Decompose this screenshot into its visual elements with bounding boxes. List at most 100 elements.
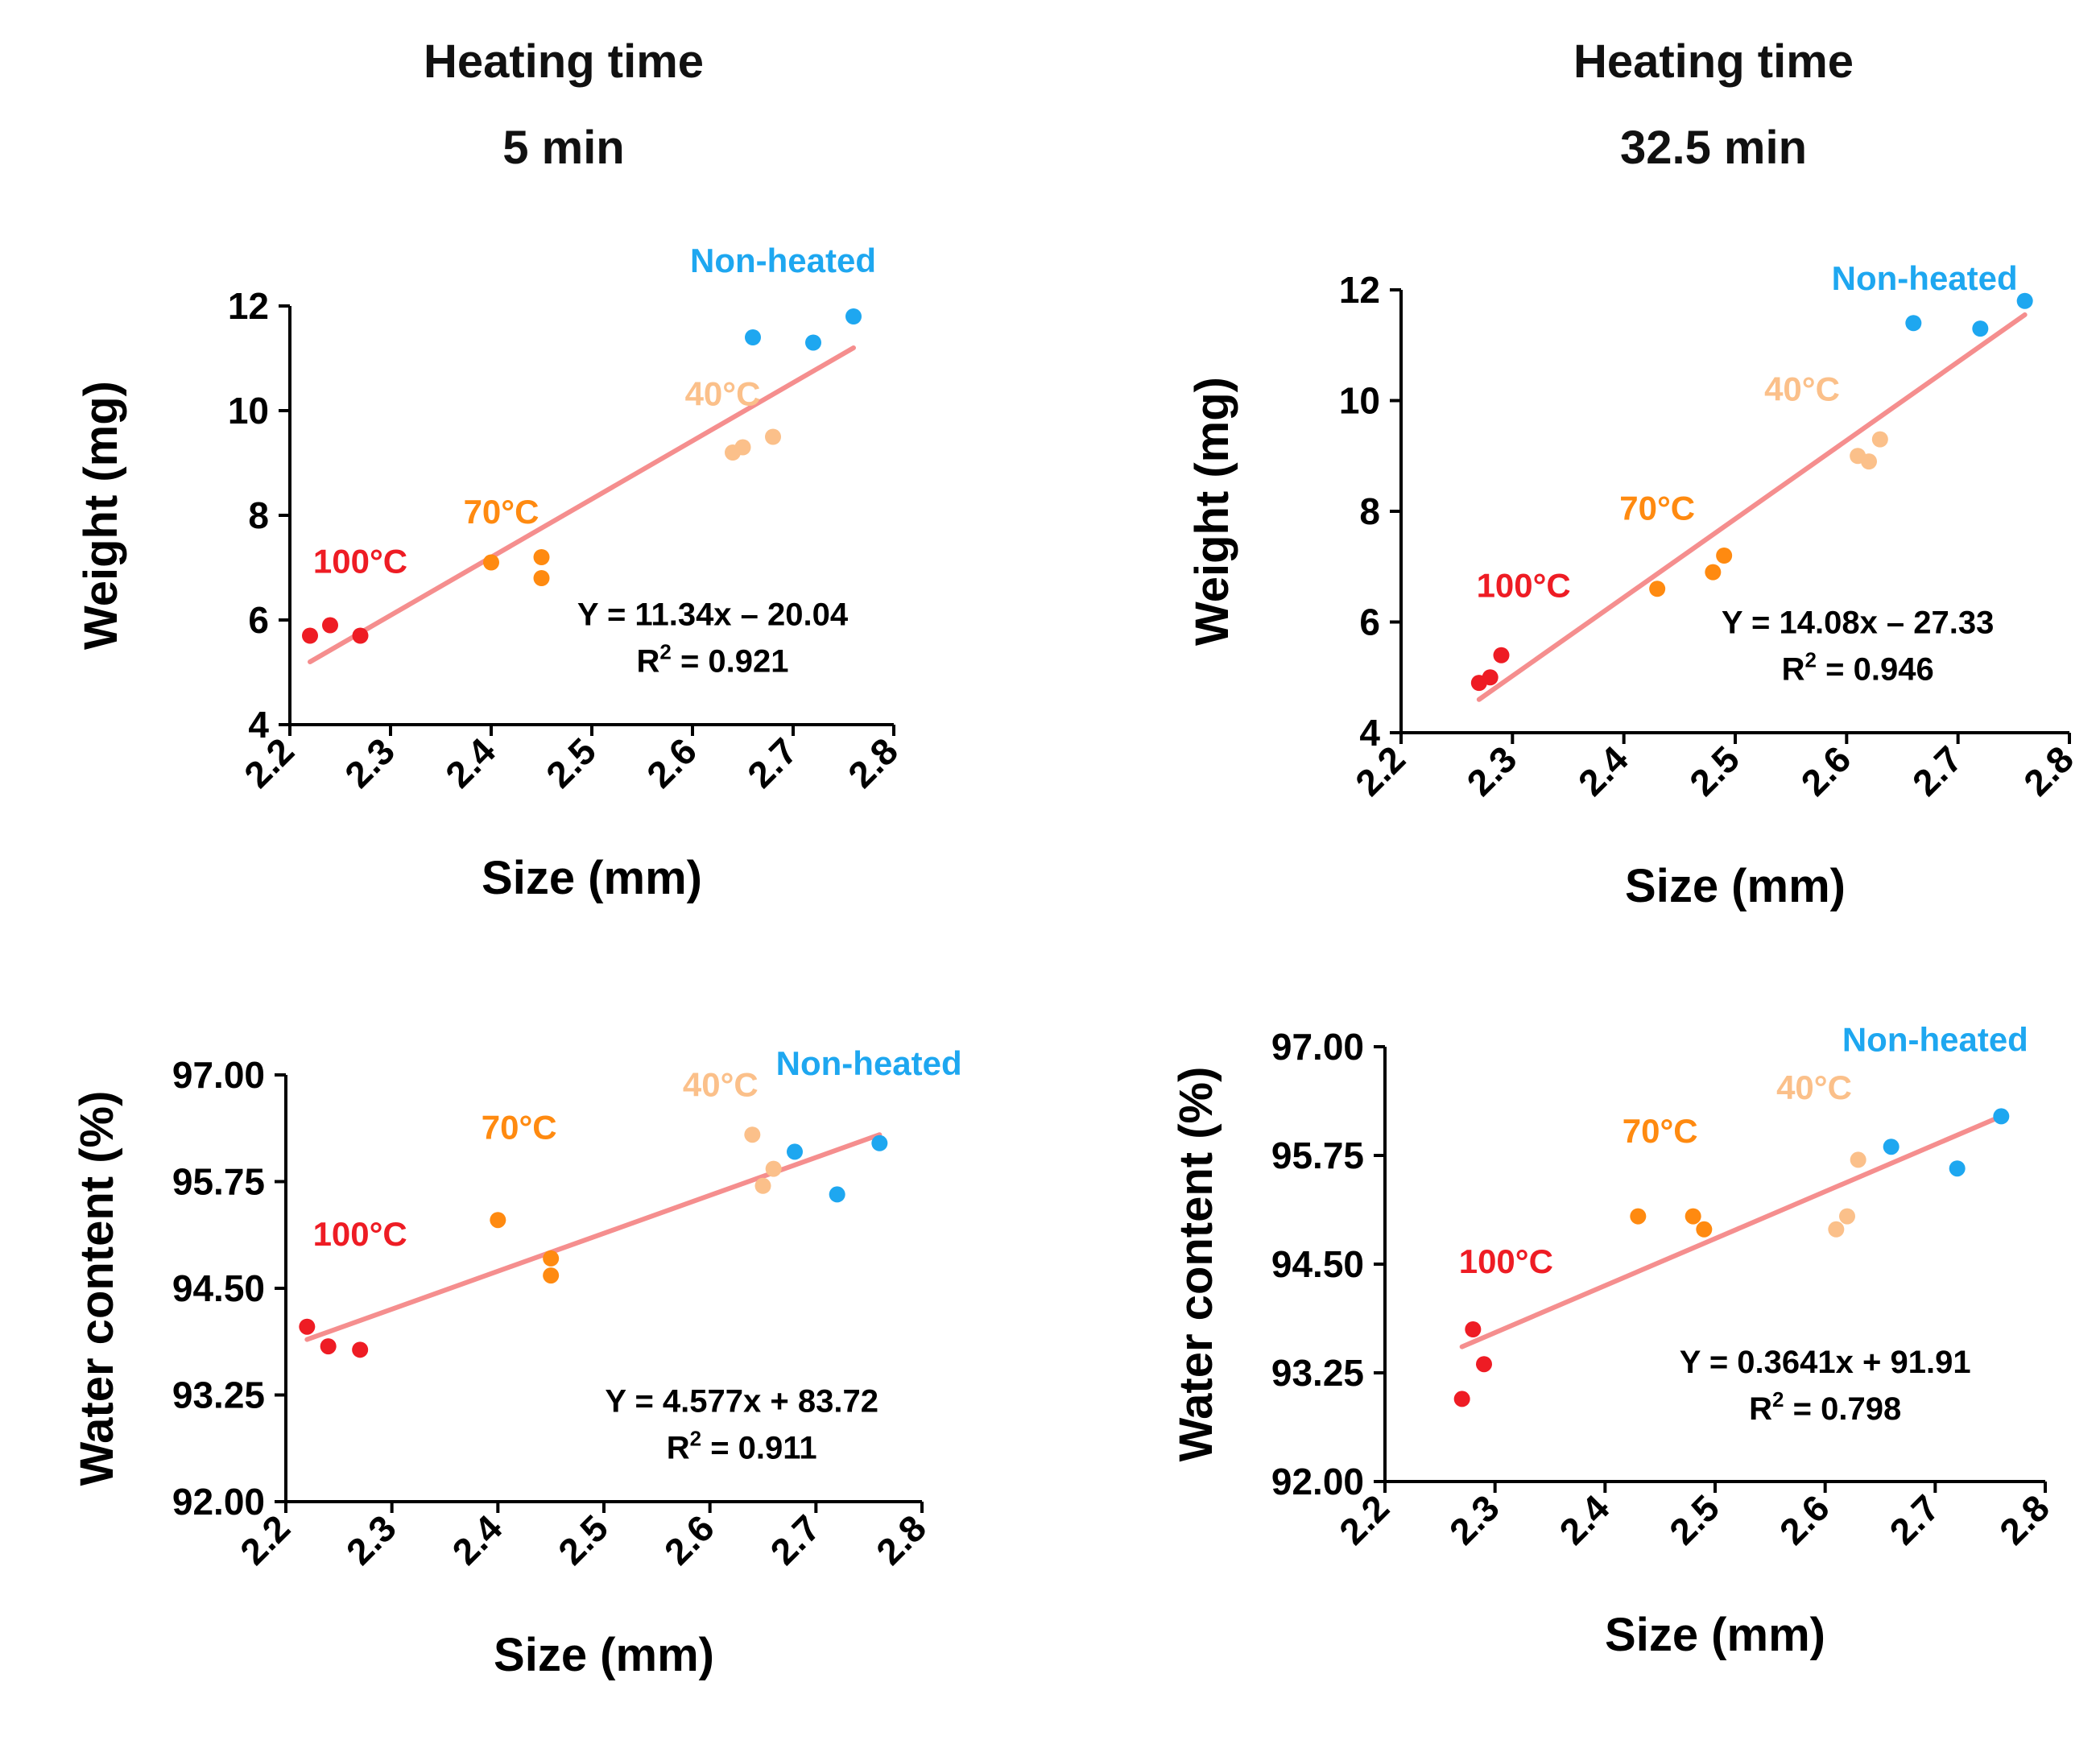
chart1-y-tick-label: 6: [1359, 601, 1380, 643]
column-title-32min-line2: 32.5 min: [1619, 122, 1808, 174]
chart0-point-100c: [322, 617, 338, 634]
chart1-x-axis-title: Size (mm): [1625, 860, 1846, 912]
chart3-x-tick-label: 2.6: [1771, 1486, 1838, 1552]
chart2-y-axis-title: Water content (%): [71, 1091, 123, 1486]
chart3-y-tick-label: 93.25: [1271, 1352, 1364, 1394]
chart1-y-tick-label: 12: [1339, 269, 1380, 311]
chart3-point-non-heated: [1993, 1108, 2010, 1125]
chart1-regression-equation: Y = 14.08x – 27.33: [1722, 605, 1994, 640]
chart1-r-squared-value: = 0.946: [1817, 651, 1934, 687]
chart3-point-70c: [1696, 1221, 1713, 1238]
chart2-r-squared-superscript: 2: [690, 1427, 701, 1451]
chart1-x-tick-label: 2.8: [2015, 738, 2081, 804]
chart2-series-label-70c: 70°C: [482, 1109, 557, 1147]
chart3-trendline: [1459, 1114, 2004, 1349]
chart2-y-tick-label: 95.75: [172, 1161, 265, 1203]
chart0-regression-equation: Y = 11.34x – 20.04: [577, 597, 849, 633]
chart1-r-squared-superscript: 2: [1805, 647, 1817, 672]
chart0-y-tick-label: 4: [248, 704, 269, 746]
chart1-y-tick-label: 8: [1359, 490, 1380, 532]
chart2-series-label-non-heated: Non-heated: [776, 1044, 962, 1082]
chart0-point-non-heated: [745, 329, 761, 345]
chart0-series-label-non-heated: Non-heated: [690, 242, 876, 279]
chart3-x-tick-label: 2.8: [1991, 1486, 2057, 1552]
chart0-point-non-heated: [805, 334, 821, 351]
chart2-x-tick-label: 2.4: [444, 1506, 510, 1573]
chart3-point-40c: [1839, 1208, 1855, 1225]
chart2-series-label-40c: 40°C: [683, 1066, 759, 1104]
chart2-point-40c: [744, 1126, 761, 1143]
chart3-y-tick-label: 94.50: [1271, 1243, 1364, 1285]
chart0-x-tick-label: 2.5: [538, 729, 604, 796]
chart2-point-non-heated: [871, 1135, 888, 1151]
chart3-y-tick-label: 92.00: [1271, 1461, 1364, 1502]
chart2-point-100c: [299, 1318, 316, 1335]
chart0-x-axis-title: Size (mm): [482, 852, 702, 904]
chart2-x-tick-label: 2.7: [762, 1506, 828, 1573]
chart0-r-squared-prefix: R: [636, 644, 659, 680]
chart0-r-squared: R2 = 0.921: [636, 640, 788, 680]
chart3-series-label-100c: 100°C: [1459, 1242, 1553, 1280]
chart3-y-axis-title: Water content (%): [1170, 1067, 1222, 1462]
chart2-x-tick-label: 2.5: [550, 1506, 616, 1573]
chart1-x-tick-label: 2.5: [1681, 738, 1747, 804]
chart3-x-tick-label: 2.5: [1661, 1486, 1727, 1552]
chart2-r-squared: R2 = 0.911: [667, 1427, 817, 1466]
chart2-series-label-100c: 100°C: [313, 1215, 407, 1253]
chart0-x-tick-label: 2.2: [236, 729, 302, 796]
chart0-y-tick-label: 8: [248, 494, 269, 536]
chart0-point-100c: [352, 627, 369, 644]
chart3-point-40c: [1850, 1151, 1866, 1168]
chart2-x-tick-label: 2.6: [656, 1506, 722, 1573]
column-title-32min-line1: Heating time: [1573, 35, 1854, 88]
chart0-point-70c: [533, 570, 550, 586]
chart0-y-axis-title: Weight (mg): [75, 381, 127, 650]
chart0-x-tick-label: 2.7: [739, 729, 805, 796]
chart3-x-tick-label: 2.7: [1881, 1486, 1947, 1552]
chart2-point-70c: [543, 1267, 560, 1284]
chart1-point-100c: [1493, 647, 1510, 663]
chart0-r-squared-superscript: 2: [659, 640, 671, 664]
chart3-r-squared-prefix: R: [1749, 1391, 1772, 1427]
chart2-r-squared-value: = 0.911: [701, 1431, 816, 1466]
chart2-point-100c: [352, 1341, 369, 1358]
chart0-y-tick-label: 10: [228, 390, 269, 432]
chart1-r-squared: R2 = 0.946: [1782, 647, 1934, 687]
chart1-point-non-heated: [1972, 320, 1989, 337]
chart0-y-tick-label: 6: [248, 599, 269, 641]
chart2-regression-equation: Y = 4.577x + 83.72: [605, 1384, 878, 1420]
chart2-point-70c: [543, 1250, 560, 1267]
chart3-point-70c: [1685, 1208, 1701, 1225]
chart2-y-tick-label: 92.00: [172, 1481, 265, 1523]
chart1-x-tick-label: 2.7: [1904, 738, 1970, 804]
chart2-x-axis-title: Size (mm): [494, 1629, 714, 1681]
chart2-r-squared-prefix: R: [667, 1431, 690, 1466]
chart3-point-non-heated: [1949, 1160, 1966, 1177]
chart3-x-tick-label: 2.3: [1441, 1486, 1507, 1552]
chart1-r-squared-prefix: R: [1782, 651, 1805, 687]
column-title-5min-line2: 5 min: [502, 122, 625, 174]
chart1-y-tick-label: 4: [1359, 712, 1380, 754]
chart0-x-tick-label: 2.3: [337, 729, 403, 796]
chart1-point-70c: [1716, 548, 1733, 564]
chart3-series-label-40c: 40°C: [1776, 1068, 1852, 1106]
chart1-x-tick-label: 2.4: [1570, 738, 1636, 804]
chart3-series-label-70c: 70°C: [1623, 1112, 1698, 1150]
chart0-point-70c: [483, 554, 499, 571]
chart3-regression-equation: Y = 0.3641x + 91.91: [1680, 1345, 1971, 1380]
chart1-series-label-70c: 70°C: [1619, 489, 1695, 527]
chart0-point-40c: [765, 428, 781, 445]
chart3-point-100c: [1453, 1391, 1470, 1407]
chart3-point-100c: [1476, 1356, 1492, 1373]
weight-vs-size-32min-chart: 4 6 8 10 12 2.2 2.3 2.4 2.5 2.6 2.7 2.8 Size (mm) Wei…: [1186, 259, 2081, 912]
chart3-point-70c: [1630, 1208, 1647, 1225]
chart2-trendline: [304, 1132, 883, 1342]
column-title-5min-line1: Heating time: [423, 35, 705, 88]
chart1-point-non-heated: [2016, 292, 2033, 309]
chart1-x-tick-label: 2.6: [1792, 738, 1858, 804]
chart0-point-non-heated: [845, 308, 862, 324]
chart3-x-axis-title: Size (mm): [1605, 1609, 1825, 1661]
chart0-x-tick-label: 2.4: [437, 729, 503, 796]
chart3-point-40c: [1828, 1221, 1845, 1238]
